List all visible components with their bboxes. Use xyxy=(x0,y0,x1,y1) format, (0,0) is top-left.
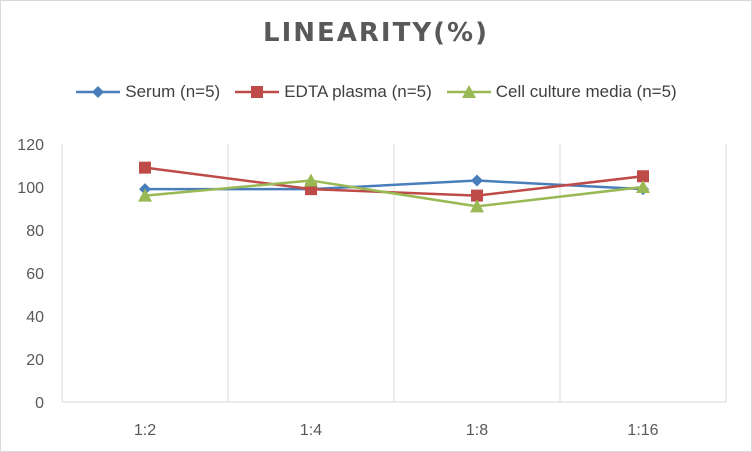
y-tick-label: 60 xyxy=(26,266,44,283)
legend-label-serum: Serum (n=5) xyxy=(125,82,221,101)
chart-title: LINEARITY(%) xyxy=(263,18,489,48)
series-0-point xyxy=(471,174,483,187)
series-line-2 xyxy=(144,179,644,208)
legend-swatch-cell-culture-media xyxy=(446,85,491,98)
x-tick-label: 1:8 xyxy=(466,422,488,439)
y-tick-label: 40 xyxy=(26,309,44,326)
series-2-point xyxy=(470,199,484,213)
legend-swatch-marker xyxy=(461,85,476,98)
legend-swatch-serum xyxy=(76,86,121,98)
y-tick-label: 100 xyxy=(17,180,44,197)
series-2-point xyxy=(636,180,650,193)
legend-swatch-marker xyxy=(92,86,105,98)
legend-item-edta-plasma: EDTA plasma (n=5) xyxy=(234,82,432,102)
legend-label-cell-culture-media: Cell culture media (n=5) xyxy=(495,82,677,101)
x-tick-label: 1:4 xyxy=(300,422,322,439)
legend-label-edta-plasma: EDTA plasma (n=5) xyxy=(284,82,432,101)
y-tick-label: 20 xyxy=(26,352,44,369)
y-tick-label: 80 xyxy=(26,223,44,240)
series-1-point xyxy=(637,170,649,183)
series-1-point xyxy=(139,161,151,174)
legend-item-serum: Serum (n=5) xyxy=(75,82,220,102)
y-tick-label: 0 xyxy=(35,395,44,412)
series-1-point xyxy=(471,189,483,202)
series-2-point xyxy=(138,188,152,202)
series-2-point xyxy=(304,173,318,187)
legend-swatch-edta-plasma xyxy=(235,86,280,98)
legend-item-cell-culture-media: Cell culture media (n=5) xyxy=(446,82,677,102)
y-tick-label: 120 xyxy=(17,137,44,154)
x-tick-label: 1:16 xyxy=(627,422,658,439)
x-tick-label: 1:2 xyxy=(134,422,156,439)
legend: Serum (n=5) EDTA plasma (n=5) Cell cultu… xyxy=(0,80,752,104)
legend-swatch-marker xyxy=(251,86,264,98)
